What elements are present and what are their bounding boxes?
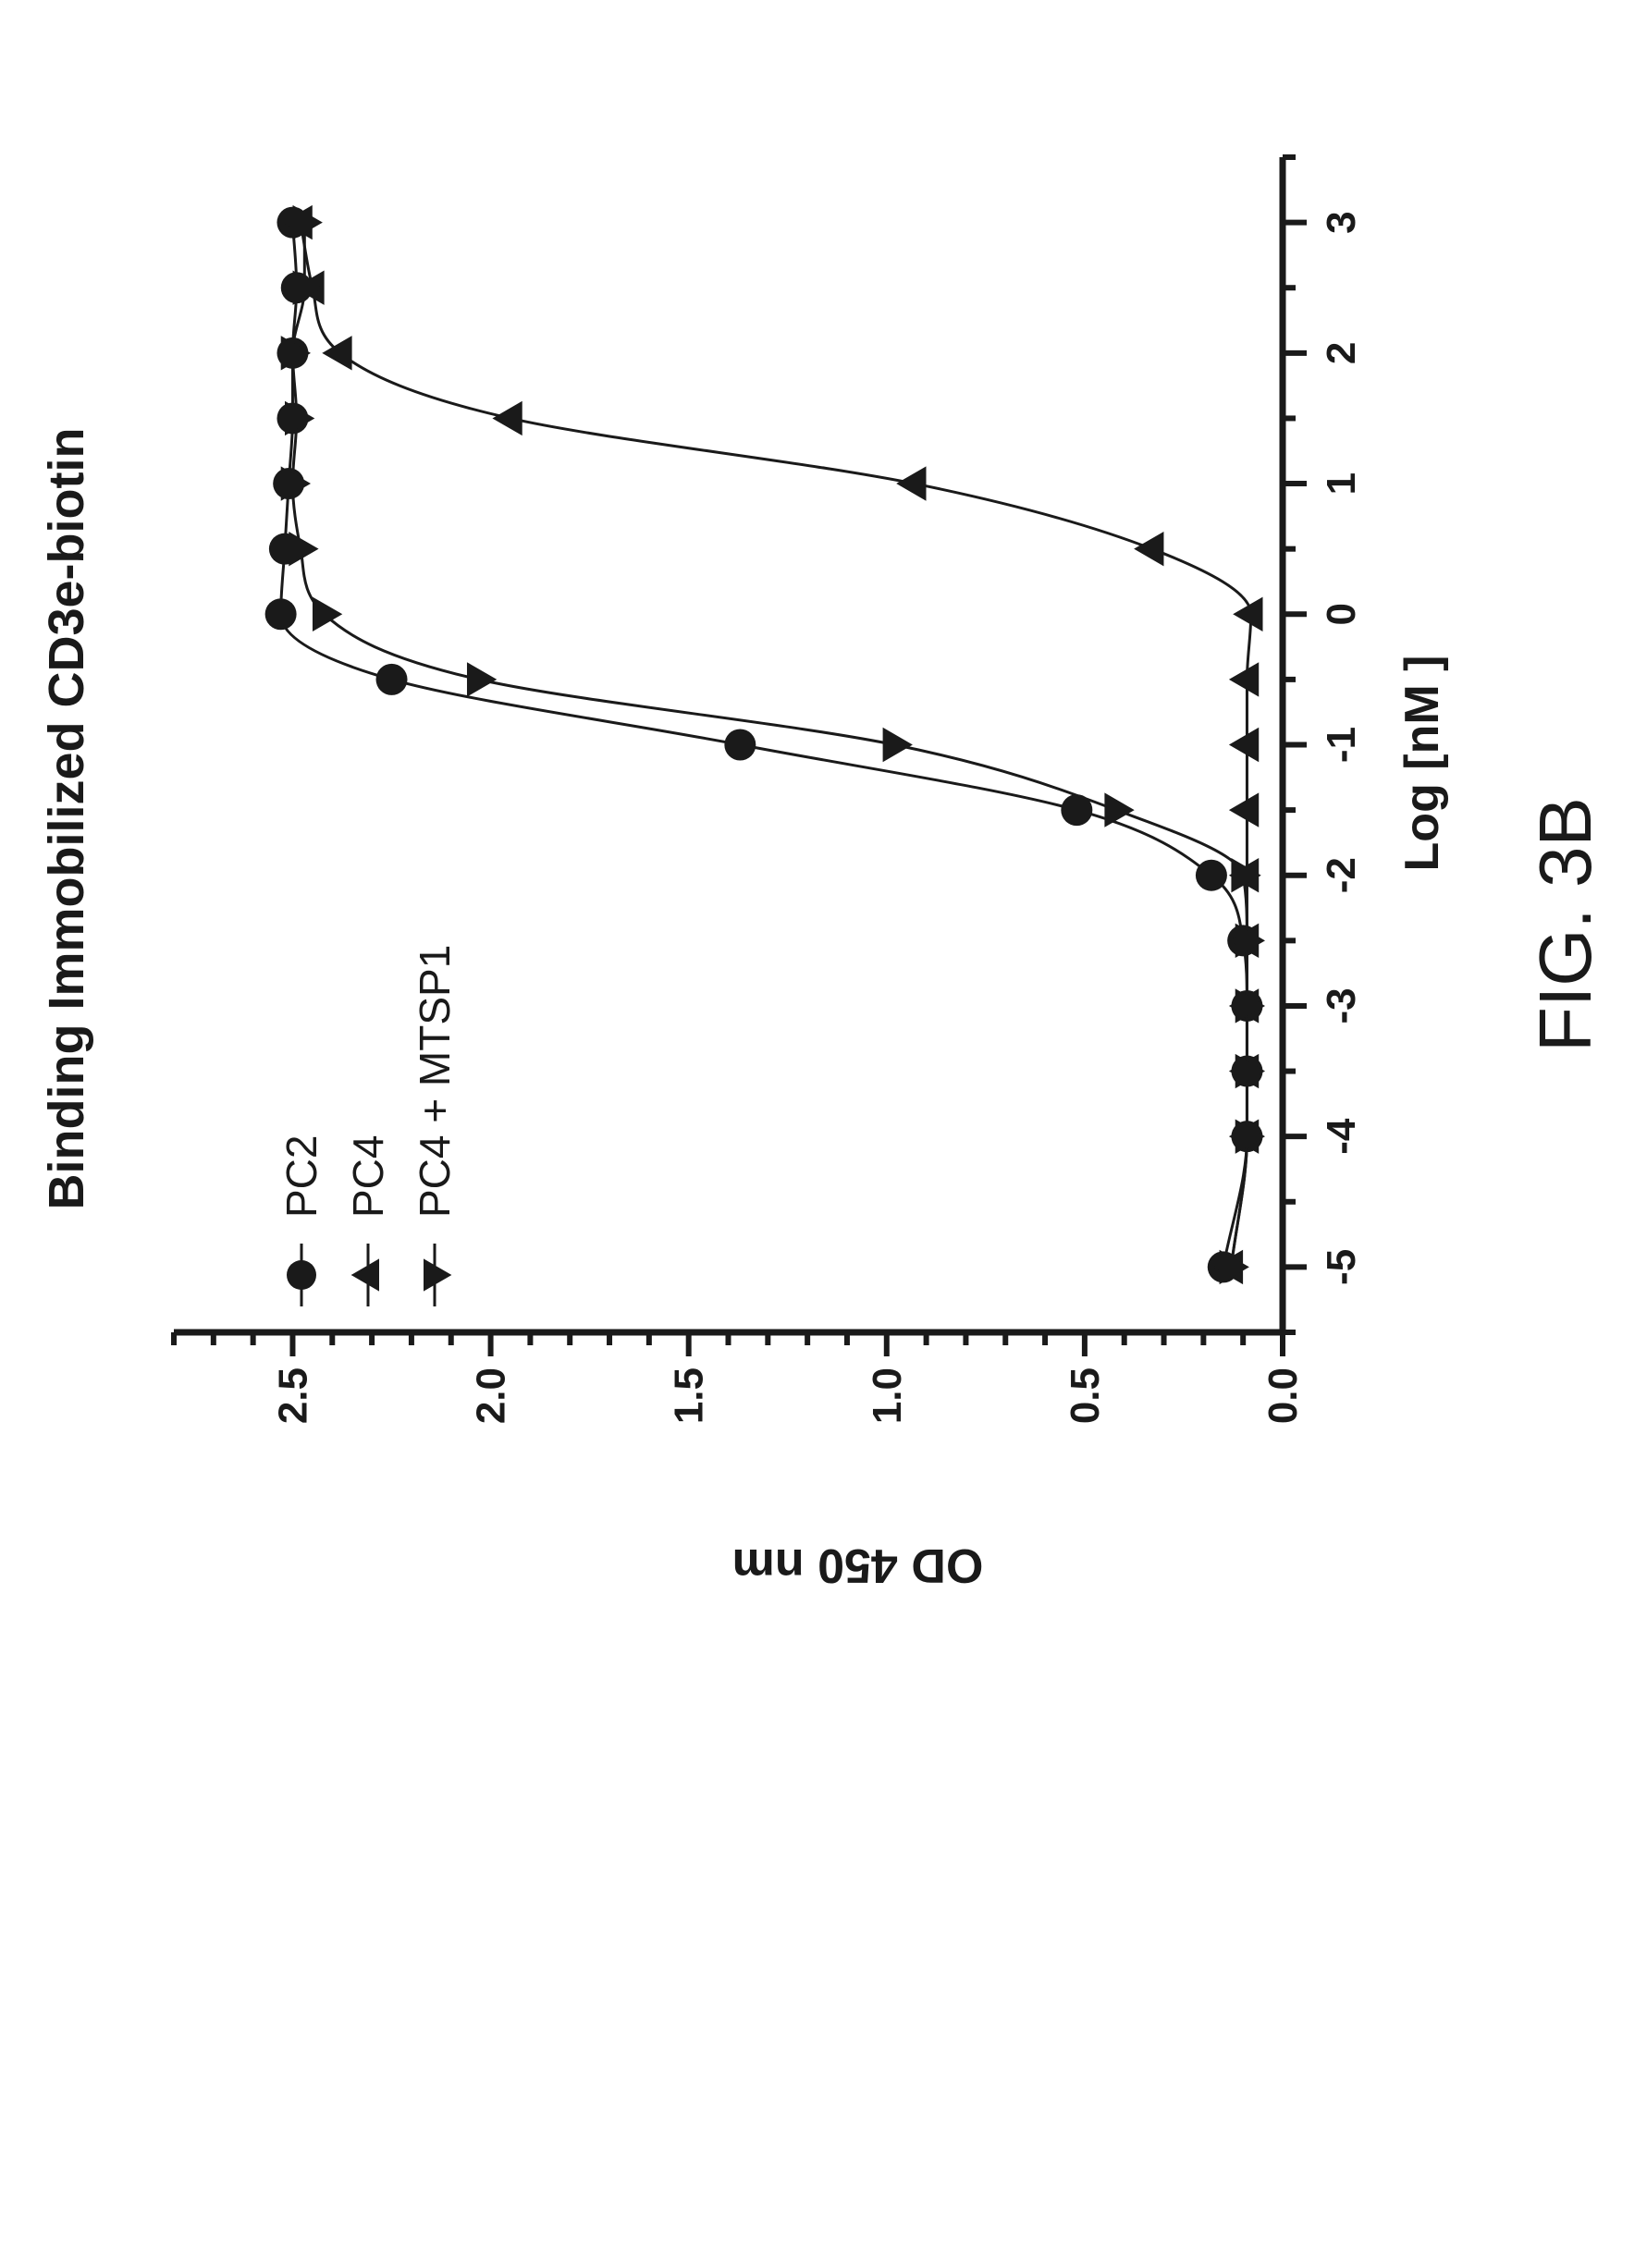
data-point <box>1219 1249 1249 1285</box>
x-tick-label: -5 <box>1319 1249 1364 1285</box>
plot-area <box>264 204 1266 1285</box>
data-point <box>322 336 352 371</box>
y-tick-label: 1.0 <box>865 1367 910 1424</box>
legend-marker <box>287 1260 316 1290</box>
x-tick-label: -2 <box>1319 857 1364 893</box>
x-axis-label: Log [nM ] <box>1395 656 1449 872</box>
data-point <box>280 336 312 371</box>
y-tick-label: 0.5 <box>1063 1367 1108 1424</box>
data-point <box>1228 727 1260 763</box>
y-tick-label: 1.5 <box>667 1367 712 1424</box>
legend-label: PC4 <box>344 1135 392 1218</box>
y-axis: 0.0 0.5 1.0 1.5 2.0 2.5 <box>171 1329 1306 1424</box>
data-point <box>284 400 315 436</box>
data-point <box>264 598 297 631</box>
x-axis: -5 -4 -3 -2 -1 0 1 2 3 <box>1279 154 1364 1335</box>
data-point <box>280 466 312 501</box>
x-tick-label: 0 <box>1319 603 1364 625</box>
legend-item: PC4 + MTSP1 <box>411 945 459 1306</box>
data-point <box>724 729 756 761</box>
legend-label: PC2 <box>277 1135 326 1218</box>
x-tick-label: 1 <box>1319 472 1364 495</box>
x-tick-label: 3 <box>1319 211 1364 233</box>
data-point <box>1228 662 1260 697</box>
x-tick-label: -4 <box>1319 1118 1364 1155</box>
data-point <box>1134 531 1164 567</box>
data-point <box>492 400 522 436</box>
x-tick-label: 2 <box>1319 342 1364 364</box>
y-tick-label: 2.0 <box>469 1367 514 1424</box>
legend-label: PC4 + MTSP1 <box>411 945 459 1218</box>
data-point <box>292 204 323 240</box>
chart: Binding Immobilized CD3e-biotin -5 -4 -3 -2… <box>39 154 1449 1592</box>
data-point <box>896 466 927 501</box>
data-point <box>1061 794 1093 827</box>
chart-title: Binding Immobilized CD3e-biotin <box>39 428 94 1210</box>
data-point <box>1235 1053 1266 1089</box>
y-tick-label: 0.0 <box>1260 1367 1306 1424</box>
data-point <box>289 531 319 567</box>
y-tick-label: 2.5 <box>270 1367 315 1424</box>
data-point <box>1235 1119 1266 1154</box>
data-point <box>312 596 343 631</box>
legend-item: PC2 <box>277 1135 326 1306</box>
legend-item: PC4 <box>344 1135 392 1306</box>
legend-marker <box>350 1258 379 1292</box>
y-axis-label: OD 450 nm <box>732 1539 984 1592</box>
data-point <box>375 663 408 695</box>
data-point <box>292 270 323 305</box>
legend-marker <box>424 1258 452 1292</box>
series-3 <box>280 204 1266 1285</box>
figure-caption: FIG. 3B <box>1524 797 1606 1052</box>
data-point <box>1235 923 1266 959</box>
data-point <box>1228 792 1260 828</box>
data-point <box>1231 858 1261 893</box>
x-tick-label: -3 <box>1319 987 1364 1024</box>
data-point <box>1104 792 1135 828</box>
data-point <box>466 662 498 697</box>
legend: PC2 PC4 PC4 + MTSP1 <box>277 945 459 1306</box>
data-point <box>1195 859 1227 891</box>
data-point <box>882 727 913 763</box>
data-point <box>1235 988 1266 1024</box>
data-point <box>1233 596 1263 631</box>
x-tick-label: -1 <box>1319 727 1364 763</box>
